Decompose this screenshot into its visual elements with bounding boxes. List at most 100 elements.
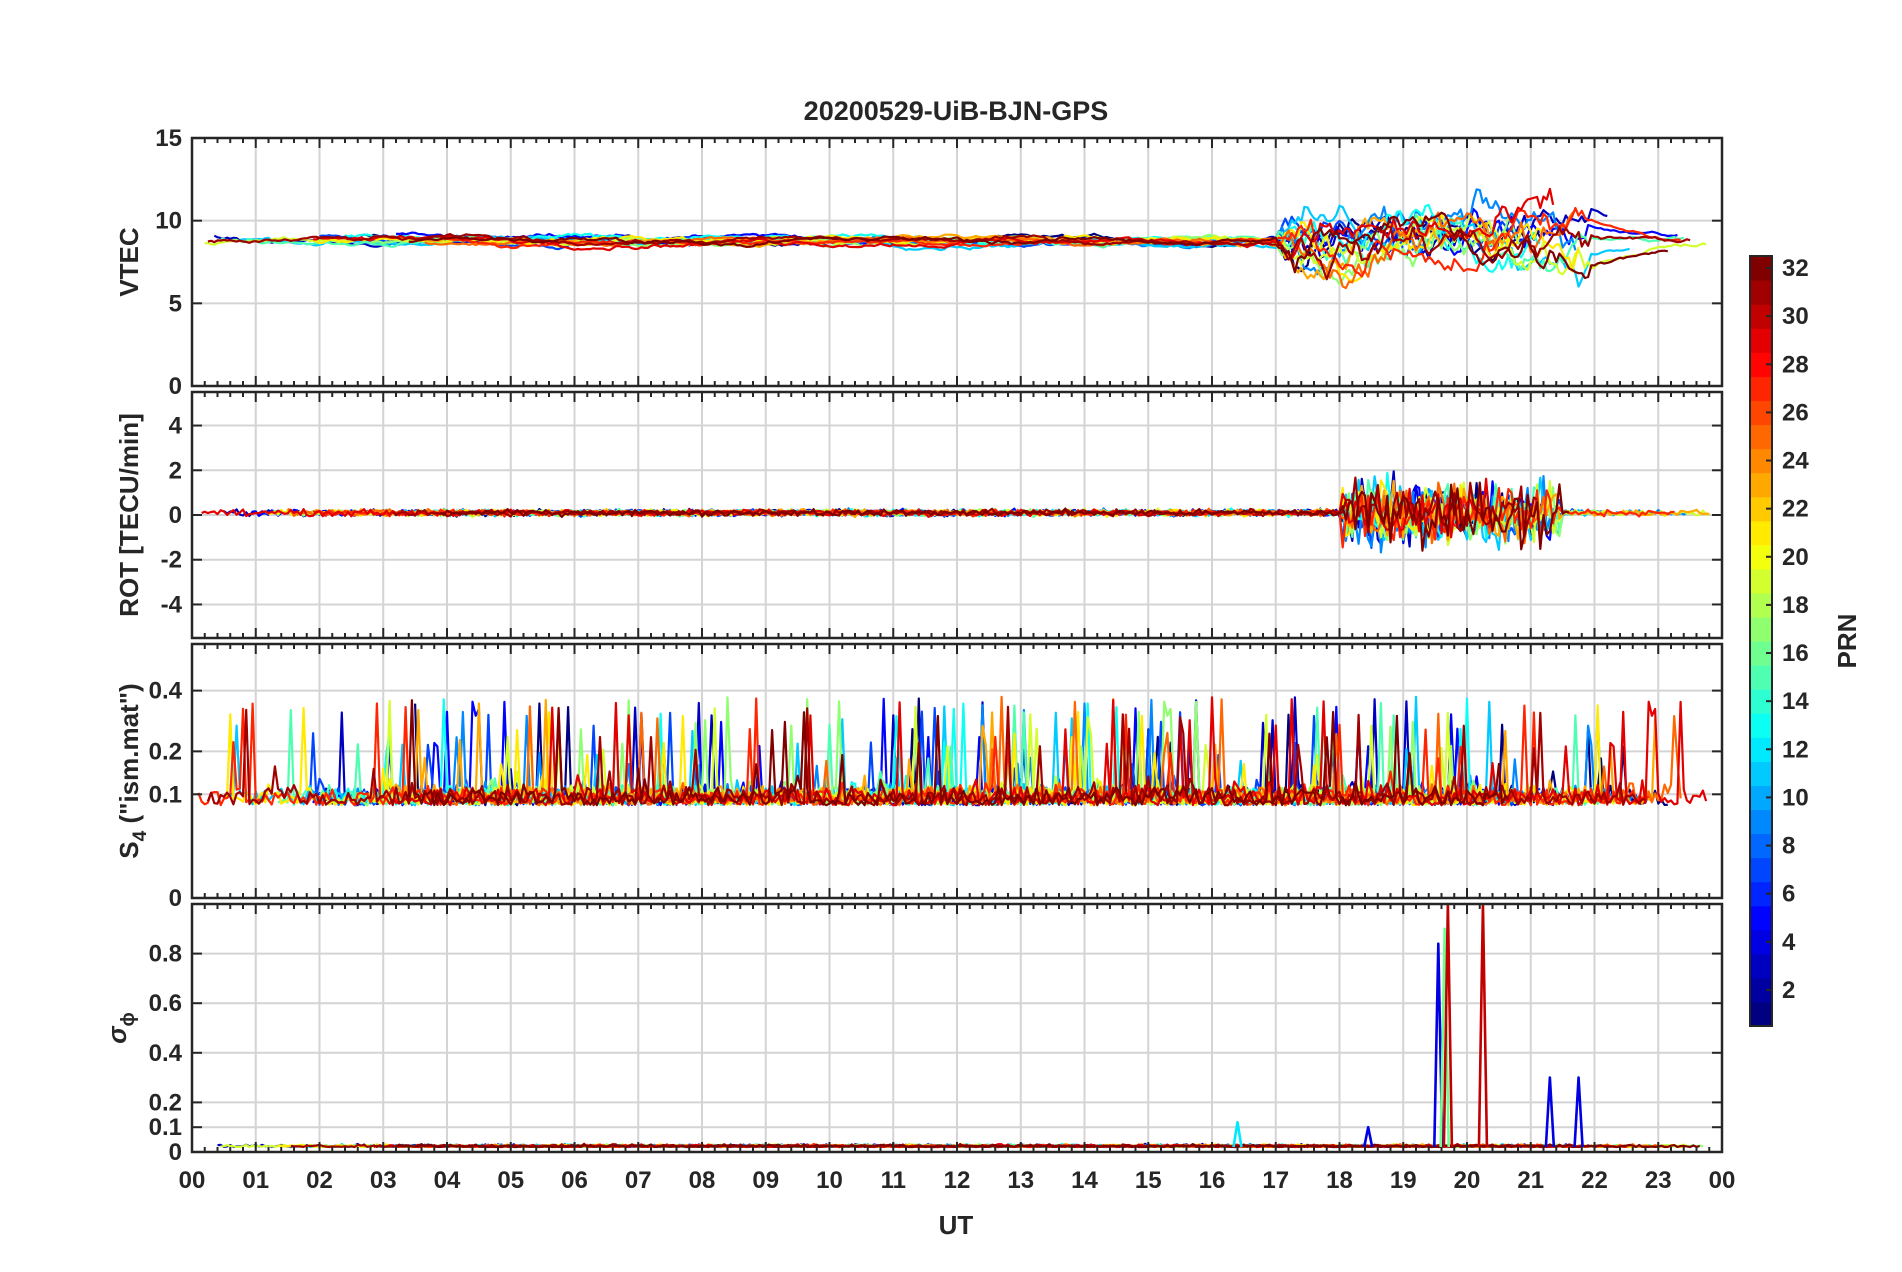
y-tick-label: 10 [155,208,182,235]
colorbar-tick-label: 28 [1782,351,1809,378]
colorbar-swatch [1750,568,1772,594]
colorbar-swatch [1750,448,1772,474]
x-tick-label: 09 [752,1167,779,1194]
x-tick-label: 16 [1199,1167,1226,1194]
colorbar-swatch [1750,881,1772,907]
colorbar-swatch [1750,544,1772,570]
x-tick-label: 05 [497,1167,524,1194]
y-tick-label: 0.2 [149,1089,182,1116]
colorbar-swatch [1750,641,1772,666]
y-tick-label: 0 [169,373,182,400]
x-tick-label: 11 [881,1167,906,1194]
colorbar-swatch [1750,496,1772,522]
x-axis-label: UT [939,1210,974,1240]
x-tick-label: 10 [816,1167,843,1194]
colorbar-swatch [1750,905,1772,931]
tick-marks [191,644,1723,899]
colorbar-swatch [1750,256,1772,281]
colorbar-tick-label: 10 [1782,784,1809,811]
colorbar-tick-label: 18 [1782,592,1809,619]
colorbar-swatch [1750,376,1772,401]
y-tick-label: 0 [169,1139,182,1166]
y-tick-label: 0.4 [149,1040,183,1067]
x-tick-label: 01 [242,1167,269,1194]
y-tick-label: -4 [161,591,183,618]
series-group [217,904,1704,1149]
x-tick-label: 22 [1581,1167,1608,1194]
y-tick-label: 5 [169,290,182,317]
grid-lines [192,138,1722,386]
series-line-prn-31 [207,225,1691,281]
x-tick-label: 14 [1071,1167,1098,1194]
colorbar-tick-label: 2 [1782,977,1795,1004]
colorbar-swatch [1750,1001,1772,1027]
series-line-prn-25 [440,695,1682,807]
x-tick-label: 08 [689,1167,716,1194]
colorbar-swatch [1750,857,1772,883]
x-tick-label: 07 [625,1167,652,1194]
series-line-prn-32 [405,699,1510,807]
colorbar-swatch [1750,833,1772,859]
y-axis-label-main: σ [102,1025,132,1044]
series-group [197,695,1708,807]
colorbar-swatch [1750,400,1772,426]
colorbar-swatch [1750,929,1772,955]
series-group [201,470,1710,554]
colorbar-tick-label: 6 [1782,881,1795,908]
colorbar-tick-label: 14 [1782,688,1809,715]
y-tick-label: 2 [169,457,182,484]
y-axis-label-main: S [114,841,144,858]
panel-3: 00.10.20.4S4 ("ism.mat") [114,642,1724,912]
sigma-spike-prn-30 [1442,904,1454,1148]
colorbar-tick-label: 12 [1782,736,1809,763]
colorbar-tick-label: 30 [1782,303,1809,330]
colorbar-swatch [1750,713,1772,738]
y-tick-label: 0 [169,885,182,912]
sigma-spike-prn-30 [1477,904,1489,1148]
series-group [204,187,1707,290]
colorbar-swatch [1750,424,1772,450]
colorbar-swatch [1750,280,1772,305]
y-tick-label: -2 [161,547,182,574]
colorbar-swatch [1750,592,1772,618]
x-tick-label: 02 [306,1167,333,1194]
colorbar-tick-label: 8 [1782,833,1795,860]
y-tick-label: 4 [169,413,183,440]
x-tick-label: 12 [944,1167,971,1194]
colorbar-tick-label: 32 [1782,255,1809,282]
x-tick-label: 17 [1262,1167,1289,1194]
x-tick-label: 00 [1709,1167,1736,1194]
x-tick-label: 23 [1645,1167,1672,1194]
colorbar-swatch [1750,328,1772,353]
x-tick-label: 19 [1390,1167,1417,1194]
colorbar-tick-label: 26 [1782,399,1809,426]
y-axis-label-rest: ("ism.mat") [114,683,144,830]
y-axis-label: ROT [TECU/min] [114,413,144,617]
colorbar-swatch [1750,616,1772,642]
colorbar-swatch [1750,809,1772,835]
colorbar-swatch [1750,953,1772,979]
colorbar-tick-label: 24 [1782,448,1809,475]
sigma-spike-prn-4 [1573,1076,1584,1148]
x-tick-label: 06 [561,1167,588,1194]
panel-4: 00.10.2 0.4 0.6 0.8 σϕ 00 01 02 03 04 05 06 07 08 09 10… [102,902,1736,1194]
y-axis-label: VTEC [114,227,144,297]
x-tick-label: 13 [1007,1167,1034,1194]
colorbar-swatch [1750,472,1772,498]
series-line-prn-32 [395,1142,1700,1149]
series-line-prn-32 [439,481,1570,552]
grid-lines [192,904,1722,1152]
y-tick-label: 0.1 [149,1114,182,1141]
sigma-spike-prn-12 [1232,1120,1243,1148]
colorbar-tick-label: 16 [1782,640,1809,667]
colorbar-swatch [1750,761,1772,786]
y-axis-label: σϕ [102,1012,139,1044]
y-tick-label: 0.4 [149,678,183,705]
x-tick-label: 18 [1326,1167,1353,1194]
colorbar-swatch [1750,665,1772,690]
colorbar-swatch [1750,977,1772,1003]
